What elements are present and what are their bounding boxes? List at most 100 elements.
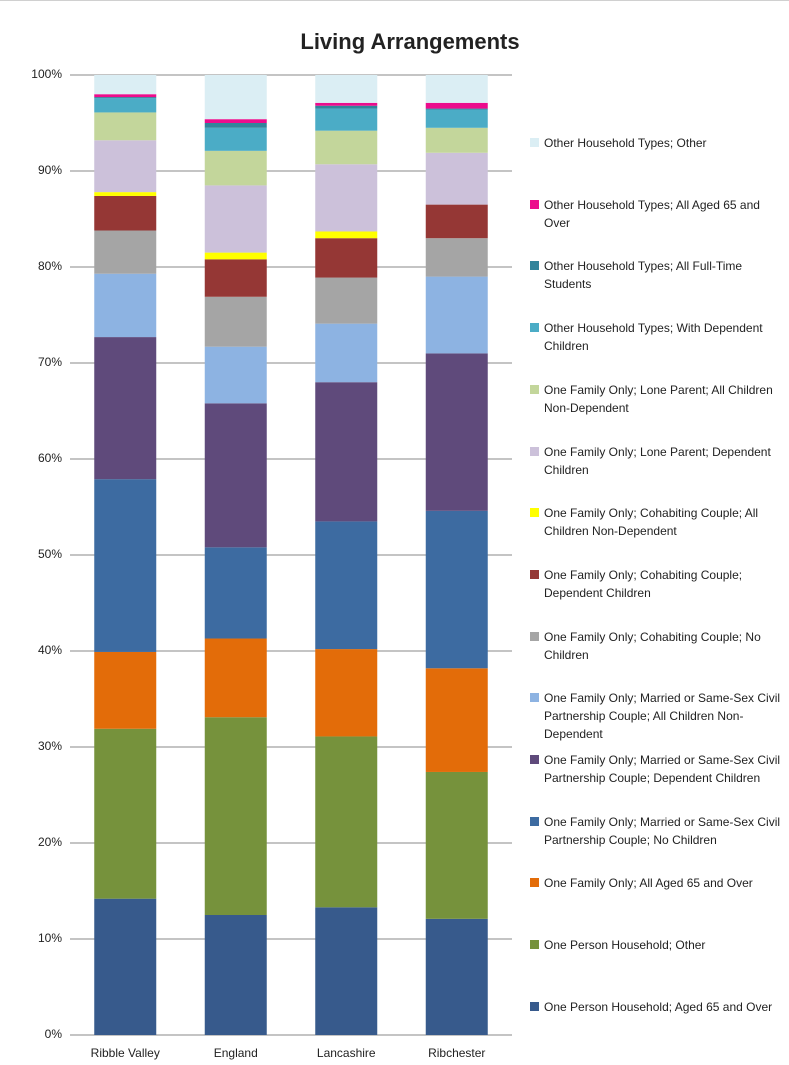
legend-label: Other Household Types; All Full-Time Stu…	[544, 259, 743, 292]
legend-item: Other Household Types; All Aged 65 and O…	[530, 196, 785, 232]
bar-segment	[315, 102, 378, 106]
legend-item: One Family Only; Married or Same-Sex Civ…	[530, 813, 785, 849]
legend-label: Other Household Types; With Dependent Ch…	[544, 321, 763, 354]
bar-segment	[315, 649, 378, 737]
legend-swatch	[530, 446, 539, 456]
y-tick-label: 70%	[38, 355, 62, 369]
legend-swatch	[530, 569, 539, 579]
bar-segment	[425, 510, 488, 669]
bar-segment	[425, 668, 488, 772]
legend-label: One Family Only; Lone Parent; Dependent …	[544, 444, 771, 477]
bar-segment	[315, 238, 378, 278]
bar-segment	[315, 521, 378, 650]
legend-label: One Family Only; Married or Same-Sex Civ…	[544, 814, 781, 847]
legend-item: One Family Only; Cohabiting Couple; Depe…	[530, 566, 785, 602]
bar-segment	[315, 164, 378, 232]
bar-segment	[94, 651, 157, 729]
legend-item: One Family Only; Cohabiting Couple; No C…	[530, 628, 785, 664]
legend-label: One Family Only; Married or Same-Sex Civ…	[544, 753, 781, 785]
legend-swatch	[530, 323, 539, 333]
legend-swatch	[530, 878, 539, 888]
legend-swatch	[530, 199, 539, 209]
y-tick-label: 10%	[38, 931, 62, 945]
y-tick-label: 30%	[38, 739, 62, 753]
bar-segment	[94, 230, 157, 274]
legend-label: One Family Only; Cohabiting Couple; Depe…	[544, 567, 743, 600]
bar-segment	[204, 346, 267, 404]
bar-segment	[204, 123, 267, 128]
y-tick-label: 0%	[45, 1027, 63, 1041]
legend-swatch	[530, 261, 539, 271]
bar-segment	[94, 273, 157, 338]
legend-item: One Person Household; Other	[530, 936, 785, 954]
legend-item: Other Household Types; Other	[530, 134, 785, 152]
bar-segment	[204, 150, 267, 186]
y-tick-label: 40%	[38, 643, 62, 657]
bar-segment	[94, 479, 157, 652]
bar-segment	[315, 382, 378, 522]
legend-swatch	[530, 755, 539, 764]
legend-item: One Person Household; Aged 65 and Over	[530, 998, 785, 1016]
legend-label: Other Household Types; All Aged 65 and O…	[544, 197, 760, 230]
bar-segment	[425, 127, 488, 153]
legend-label: Other Household Types; Other	[544, 136, 707, 150]
legend-item: One Family Only; Lone Parent; All Childr…	[530, 381, 785, 417]
bar-segment	[425, 108, 488, 110]
legend-label: One Family Only; All Aged 65 and Over	[544, 876, 753, 891]
x-tick-label: Ribble Valley	[91, 1046, 160, 1060]
legend-swatch	[530, 816, 539, 826]
x-tick-label: Lancashire	[317, 1046, 376, 1060]
legend-swatch	[530, 384, 539, 394]
bar-segment	[315, 277, 378, 324]
legend-item: One Family Only; All Aged 65 and Over	[530, 874, 785, 892]
bar-segment	[204, 185, 267, 253]
bar-segment	[425, 204, 488, 239]
bar-segment	[204, 403, 267, 548]
y-tick-label: 60%	[38, 451, 62, 465]
bar-segment	[94, 97, 157, 99]
bar-segment	[204, 127, 267, 151]
legend-label: One Family Only; Cohabiting Couple; No C…	[544, 629, 761, 662]
legend-swatch	[530, 508, 539, 518]
legend-swatch	[530, 138, 539, 147]
bar-segment	[425, 75, 488, 103]
bar-segment	[204, 75, 267, 120]
bar-segment	[315, 75, 378, 103]
bar-segment	[315, 105, 378, 109]
bar-segment	[425, 152, 488, 205]
legend-label: One Family Only; Cohabiting Couple; All …	[544, 506, 759, 539]
bar-segment	[425, 353, 488, 511]
bar-segment	[94, 140, 157, 193]
bar-segment	[315, 907, 378, 1035]
bar-segment	[204, 717, 267, 915]
legend-label: One Family Only; Married or Same-Sex Civ…	[544, 691, 781, 742]
legend-swatch	[530, 693, 539, 703]
bar-segment	[94, 94, 157, 98]
bar-segment	[425, 109, 488, 128]
y-tick-label: 20%	[38, 835, 62, 849]
legend-item: Other Household Types; With Dependent Ch…	[530, 319, 785, 355]
bar-segment	[94, 898, 157, 1035]
bar-segment	[315, 736, 378, 908]
y-tick-label: 80%	[38, 259, 62, 273]
bar-segment	[315, 231, 378, 239]
bar-segment	[204, 638, 267, 718]
x-tick-label: Ribchester	[428, 1046, 485, 1060]
y-tick-label: 90%	[38, 163, 62, 177]
bar-segment	[94, 728, 157, 899]
bar-segment	[94, 75, 157, 95]
bar-segment	[204, 296, 267, 347]
x-tick-label: England	[214, 1046, 258, 1060]
bar-segment	[315, 108, 378, 131]
legend-swatch	[530, 631, 539, 641]
bar-segment	[204, 259, 267, 297]
bar-segment	[315, 130, 378, 165]
bar-segment	[425, 238, 488, 277]
bar-segment	[94, 337, 157, 480]
bar-segment	[94, 98, 157, 113]
bar-segment	[425, 771, 488, 919]
bar-segment	[425, 918, 488, 1035]
bar-segment	[204, 252, 267, 260]
